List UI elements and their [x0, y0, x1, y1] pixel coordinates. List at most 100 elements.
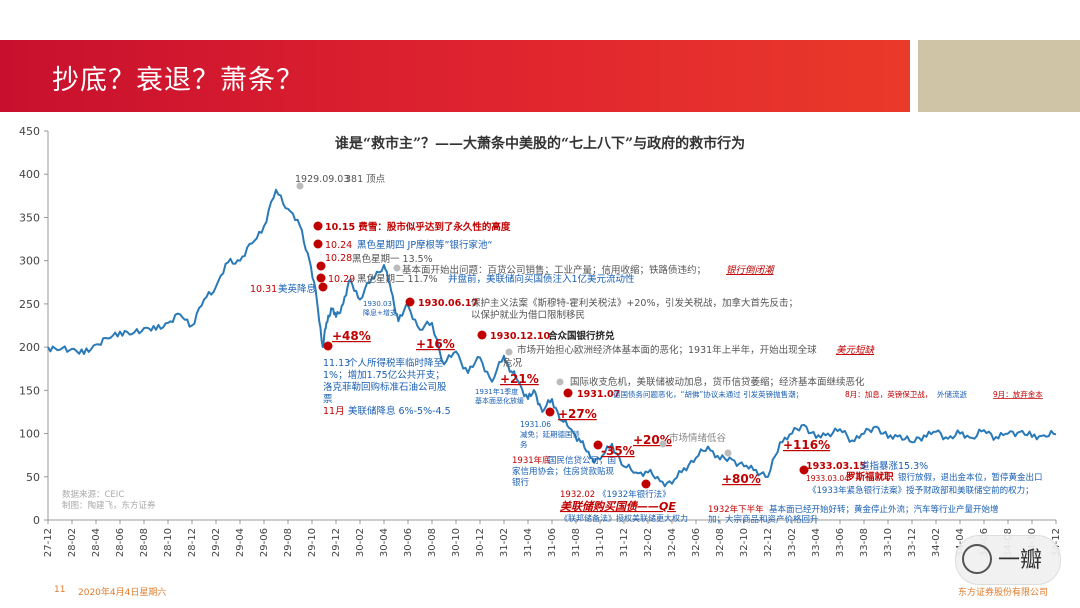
x-tick-label: 28-12: [187, 528, 198, 557]
y-axis: 0 50 100 150 200 250 300 350 400 450: [19, 125, 49, 527]
sentiment-dot: [659, 440, 667, 448]
x-tick-label: 33-08: [859, 528, 870, 557]
x-tick-label: 30-04: [379, 528, 390, 557]
x-tick-label: 31-08: [571, 528, 582, 557]
event-193106-text: 1931.06: [520, 420, 551, 429]
gain-21: +21%: [500, 372, 539, 386]
y-tick-label: 100: [19, 428, 40, 441]
fundamental-dot: [393, 264, 401, 272]
event-193106-text: 务: [520, 439, 528, 449]
chart-title: 谁是“救市主”？——大萧条中美股的“七上八下”与政府的救市行为: [335, 135, 745, 152]
gain-16: +16%: [416, 337, 455, 351]
x-tick-label: 31-02: [499, 528, 510, 557]
x-tick-label: 32-08: [715, 528, 726, 557]
event-193107-aug: 8月：加息，英镑保卫战，: [845, 389, 932, 399]
intl-text: 国际收支危机，美联储被动加息，货币信贷萎缩；经济基本面继续恶化: [570, 376, 865, 388]
x-tick-label: 33-10: [883, 528, 894, 557]
peak-dot: [296, 182, 304, 190]
x-tick-label: 34-02: [931, 528, 942, 557]
event-1029-dot: [316, 273, 326, 283]
event-1031-text: 美英降息: [278, 283, 316, 295]
event-19300617-text: 保护主义法案《斯穆特-霍利关税法》+20%，引发关税战，加拿大首先反击；: [471, 297, 798, 309]
gain-80: +80%: [722, 472, 761, 486]
x-tick-label: 32-10: [739, 528, 750, 557]
event-1029-extra: 并盘前，美联储向买国债注入1亿美元流动性: [448, 273, 635, 285]
event-193202-date: 1932.02: [560, 490, 595, 500]
x-tick-label: 29-08: [283, 528, 294, 557]
event-19301210-dot: [477, 330, 487, 340]
y-tick-label: 350: [19, 211, 40, 224]
event-1028-text: 黑色星期一 13.5%: [352, 253, 433, 265]
event-1931end-text: 家信用协会；住房贷款贴现: [512, 466, 615, 477]
event-1931end-text: 银行: [512, 477, 530, 488]
event-1015-text: 10.15 费雪：股市似乎达到了永久性的高度: [325, 221, 511, 233]
event-193003-text: 降息+增支: [363, 308, 397, 317]
event-1113-dot: [323, 341, 333, 351]
company-name: 东方证券股份有限公司: [958, 588, 1049, 598]
event-19300617-date: 1930.06.17: [418, 298, 478, 309]
event-19330304-date: 1933.03.04: [806, 474, 849, 483]
event-193107-sep: 9月：放弃金本: [993, 389, 1043, 399]
event-11m-text: 美联储降息 6%-5%-4.5: [348, 405, 451, 417]
y-tick-label: 0: [33, 514, 40, 527]
qe-text: 美联储购买国债——QE: [560, 500, 676, 513]
event-1931end-dot: [593, 440, 603, 450]
y-tick-label: 150: [19, 384, 40, 397]
recovery-dot: [724, 449, 732, 457]
y-tick-label: 250: [19, 298, 40, 311]
x-tick-label: 28-02: [67, 528, 78, 557]
event-193107-outflow: 外储流逝: [937, 389, 967, 399]
market-tail: 美元短缺: [836, 344, 875, 356]
fundamental-tail: 银行倒闭潮: [726, 265, 775, 276]
x-tick-label: 30-06: [403, 528, 414, 557]
event-193106-dot: [545, 407, 555, 417]
event-1931q1-text: 基本面恶化放缓: [475, 396, 524, 405]
y-tick-label: 300: [19, 255, 40, 268]
event-19330315-date: 1933.03.15: [806, 461, 866, 472]
x-tick-label: 29-12: [331, 528, 342, 557]
x-tick-label: 30-10: [451, 528, 462, 557]
x-tick-label: 31-06: [547, 528, 558, 557]
event-1931q1-text: 1931年1季度: [475, 387, 518, 396]
x-tick-label: 30-12: [475, 528, 486, 557]
event-1024-date: 10.24: [325, 240, 352, 251]
event-193202-text: 《1932年银行法》: [598, 489, 671, 500]
x-tick-label: 33-02: [787, 528, 798, 557]
market-text: 市场开始担心欧洲经济体基本面的恶化；1931年上半年，开始出现全球: [517, 344, 817, 356]
header-accent-block: [918, 40, 1080, 112]
source-note: 制图：陶建飞，东方证券: [62, 500, 156, 511]
sentiment-text: 市场情绪低谷: [669, 432, 727, 444]
x-tick-label: 31-12: [619, 528, 630, 557]
gain-116: +116%: [783, 438, 830, 452]
event-19330304-text-2: 《1933年紧急银行法案》授予财政部和美联储空前的权力；: [808, 485, 1034, 496]
event-19330304-text: 银行放假，退出金本位，暂停黄金出口: [898, 472, 1043, 483]
event-1931end-date: 1931年底: [512, 455, 551, 466]
x-tick-label: 33-06: [835, 528, 846, 557]
x-axis: 27-12 28-02 28-04 28-06 28-08 28-10 28-12 29-02…: [43, 519, 1062, 557]
event-1113-text: 洛克菲勒回购标准石油公司股: [323, 381, 447, 393]
x-tick-label: 29-06: [259, 528, 270, 557]
x-tick-label: 32-04: [667, 528, 678, 557]
event-1024-text: 黑色星期四 JP摩根等”银行家池“: [357, 239, 492, 251]
y-tick-label: 200: [19, 341, 40, 354]
market-dot: [505, 348, 513, 356]
event-1113-date: 11.13: [323, 358, 350, 369]
x-tick-label: 33-04: [811, 528, 822, 557]
x-tick-label: 30-02: [355, 528, 366, 557]
x-tick-label: 29-04: [235, 528, 246, 557]
event-1932h2-text-2: 加；大宗商品和资产价格回升: [708, 514, 819, 525]
x-tick-label: 32-02: [643, 528, 654, 557]
event-1029-text: 黑色星期二 11.7%: [357, 273, 438, 285]
x-tick-label: 28-06: [115, 528, 126, 557]
event-19300617-text: 以保护就业为借口限制移民: [471, 309, 585, 321]
x-tick-label: 28-04: [91, 528, 102, 557]
x-tick-label: 32-12: [763, 528, 774, 557]
dow-chart: 0 50 100 150 200 250 300 350 400 450 27-12 28-02 28…: [19, 125, 1062, 557]
series-group: [47, 188, 1057, 488]
x-tick-label: 29-02: [211, 528, 222, 557]
event-19300617-dot: [405, 297, 415, 307]
gain-27: +27%: [558, 407, 597, 421]
event-1031-dot: [318, 282, 328, 292]
event-1113-text: 票: [323, 394, 333, 405]
slide-date: 2020年4月4日星期六: [78, 588, 167, 598]
